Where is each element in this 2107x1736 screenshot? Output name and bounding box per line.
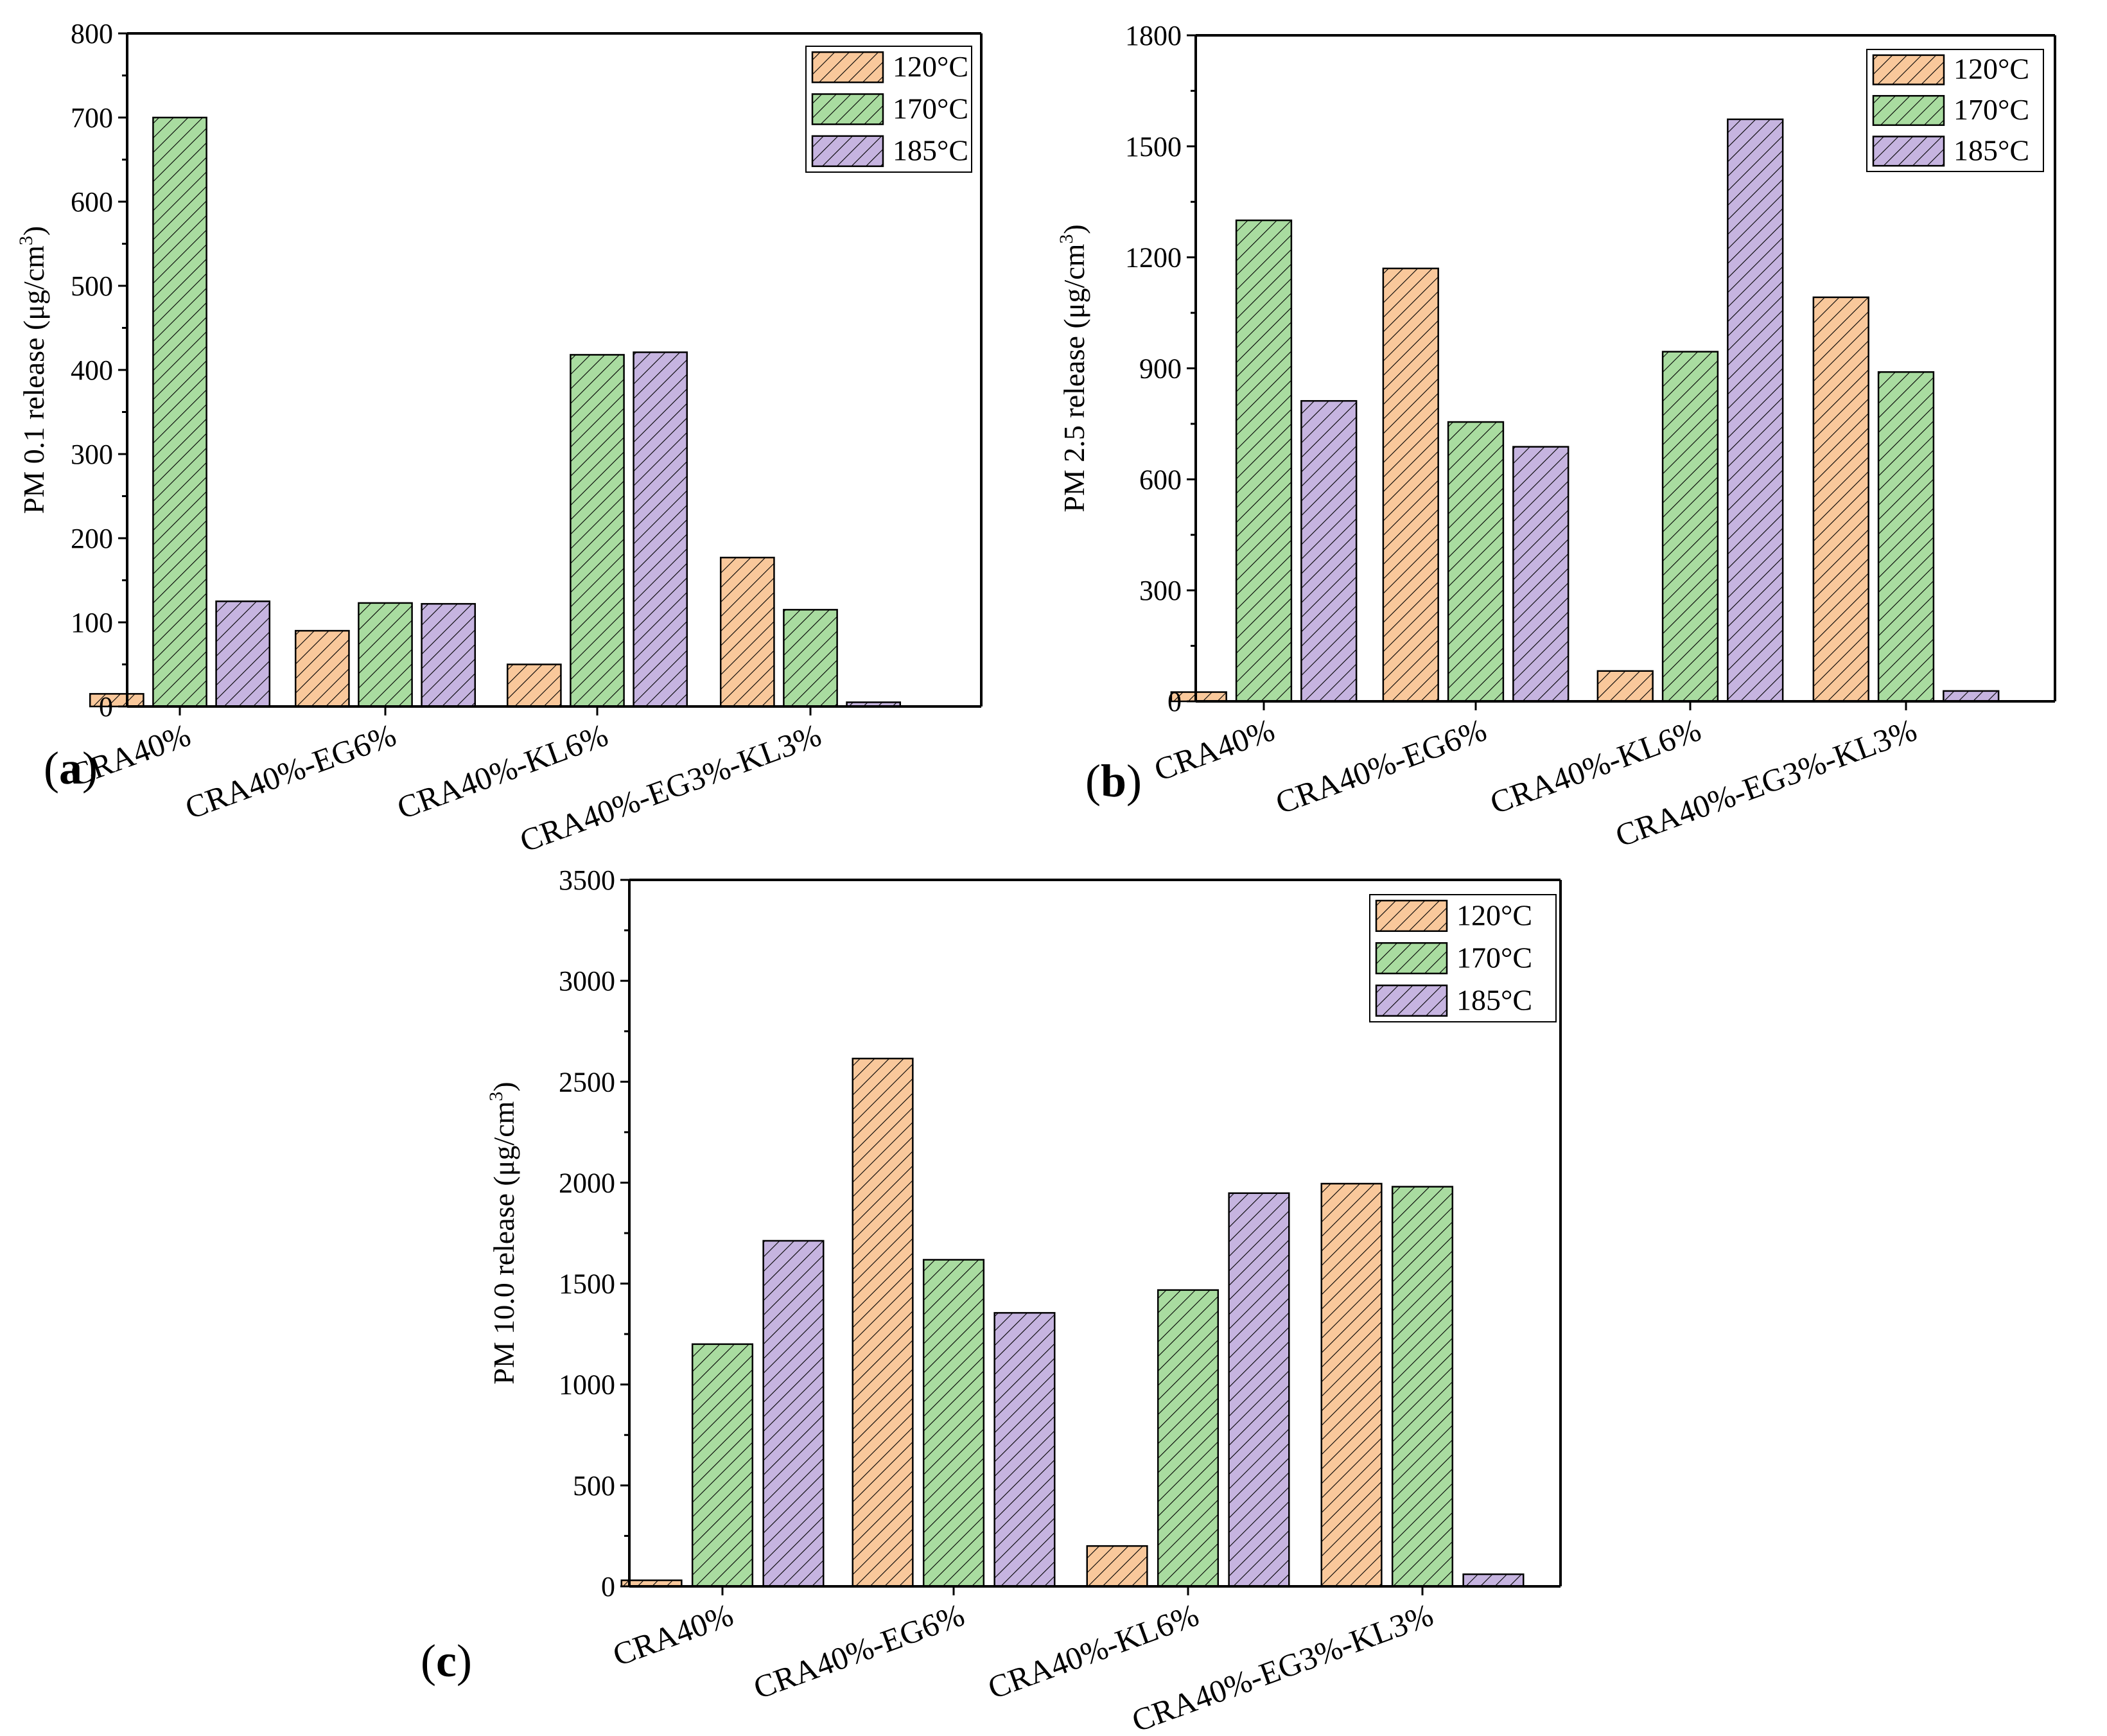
legend-swatch-b-0 [1872,54,1945,85]
bar-a-0-2 [215,601,271,708]
legend-c: 120°C 170°C 185°C [1369,894,1557,1022]
y-tick-label-b-2: 600 [1139,464,1182,495]
category-label-b-1: CRA40%-EG6% [1271,712,1491,821]
bar-c-3-1 [1391,1186,1454,1588]
y-tick-label-a-3: 300 [71,439,113,470]
legend-label-c-1: 170°C [1456,942,1532,974]
bar-c-2-2 [1228,1192,1290,1588]
bar-c-3-0 [1320,1182,1383,1588]
category-label-a-1: CRA40%-EG6% [180,717,401,826]
bar-b-2-1 [1661,351,1719,703]
y-axis-title-a: PM 0.1 release (μg/cm3) [15,226,50,514]
bar-a-2-1 [570,354,625,708]
y-tick-label-c-0: 0 [601,1571,615,1602]
category-label-b-0: CRA40% [1150,712,1279,788]
chart-panel-b: 0300600900120015001800CRA40%CRA40%-EG6%C… [1056,20,2056,854]
y-tick-label-b-4: 1200 [1125,242,1182,274]
panel-label-a: (a) [44,742,98,794]
y-tick-label-c-7: 3500 [559,864,615,896]
legend-a: 120°C 170°C 185°C [805,46,972,173]
bar-c-1-0 [852,1057,914,1588]
bar-b-2-0 [1596,670,1654,703]
y-tick-label-c-6: 3000 [559,965,615,997]
y-tick-label-c-4: 2000 [559,1167,615,1198]
chart-panel-a: 0100200300400500600700800CRA40%CRA40%-EG… [15,18,983,859]
category-label-c-1: CRA40%-EG6% [749,1597,969,1706]
legend-label-b-2: 185°C [1954,134,2029,166]
bar-b-3-1 [1877,371,1935,703]
bar-b-1-1 [1447,421,1505,703]
bar-b-1-2 [1512,446,1569,703]
legend-label-b-0: 120°C [1954,53,2029,85]
legend-label-a-2: 185°C [893,134,968,167]
legend-label-a-1: 170°C [893,92,968,125]
y-tick-label-a-8: 800 [71,18,113,49]
bar-a-2-0 [506,663,562,708]
bar-c-0-2 [762,1240,825,1588]
bar-a-3-0 [719,556,775,708]
y-tick-label-b-6: 1800 [1125,20,1182,51]
legend-swatch-a-2 [811,135,884,168]
y-tick-label-c-3: 1500 [559,1268,615,1300]
bar-b-0-1 [1235,219,1293,703]
y-tick-label-a-6: 600 [71,186,113,218]
bar-a-1-0 [294,629,350,708]
legend-swatch-c-1 [1375,942,1448,975]
bar-a-1-1 [358,602,413,708]
bar-c-3-2 [1462,1573,1525,1588]
legend-swatch-b-2 [1872,136,1945,167]
legend-b: 120°C 170°C 185°C [1866,49,2044,172]
bar-b-0-2 [1300,399,1358,703]
legend-swatch-b-1 [1872,94,1945,127]
bar-b-3-2 [1943,690,2000,703]
legend-label-c-2: 185°C [1456,984,1532,1017]
y-tick-label-a-5: 500 [71,270,113,302]
bar-c-1-2 [993,1311,1056,1588]
y-tick-label-b-1: 300 [1139,575,1182,606]
legend-swatch-c-2 [1375,984,1448,1017]
bar-a-1-2 [421,602,476,708]
y-tick-label-a-1: 100 [71,607,113,638]
legend-swatch-c-0 [1375,899,1448,933]
legend-label-a-0: 120°C [893,50,968,83]
y-axis-title-b: PM 2.5 release (μg/cm3) [1056,224,1090,512]
y-tick-label-c-1: 500 [573,1470,615,1502]
bar-a-0-1 [152,116,207,708]
panel-label-c: (c) [421,1635,472,1687]
panel-label-b: (b) [1085,755,1142,807]
y-tick-label-a-2: 200 [71,523,113,554]
chart-panel-c: 0 500 1000 1500 2000 2500 3000 3500 CRA40% CRA40%… [421,864,1562,1736]
bar-a-3-1 [783,609,838,708]
y-tick-label-b-3: 900 [1139,353,1182,385]
y-axis-title-c: PM 10.0 release (μg/cm3) [485,1082,520,1384]
y-tick-label-c-5: 2500 [559,1066,615,1098]
bar-b-1-0 [1382,267,1439,703]
bar-c-1-1 [922,1259,985,1588]
y-tick-label-a-7: 700 [71,102,113,134]
bar-a-2-2 [633,351,688,708]
bar-b-3-0 [1812,296,1869,703]
y-tick-label-b-5: 1500 [1125,131,1182,162]
y-tick-label-a-4: 400 [71,355,113,386]
bar-c-0-1 [691,1343,754,1588]
bar-c-2-1 [1157,1289,1220,1588]
bar-b-2-2 [1727,118,1784,703]
y-tick-label-c-2: 1000 [559,1369,615,1401]
category-label-c-0: CRA40% [608,1597,738,1673]
legend-swatch-a-1 [811,93,884,125]
legend-label-c-0: 120°C [1456,899,1532,932]
bar-a-0-0 [89,693,144,708]
y-tick-label-b-0: 0 [1167,686,1182,717]
y-tick-label-a-0: 0 [99,691,113,723]
bar-c-2-0 [1086,1545,1148,1588]
legend-label-b-1: 170°C [1954,93,2029,126]
legend-swatch-a-0 [811,51,884,83]
